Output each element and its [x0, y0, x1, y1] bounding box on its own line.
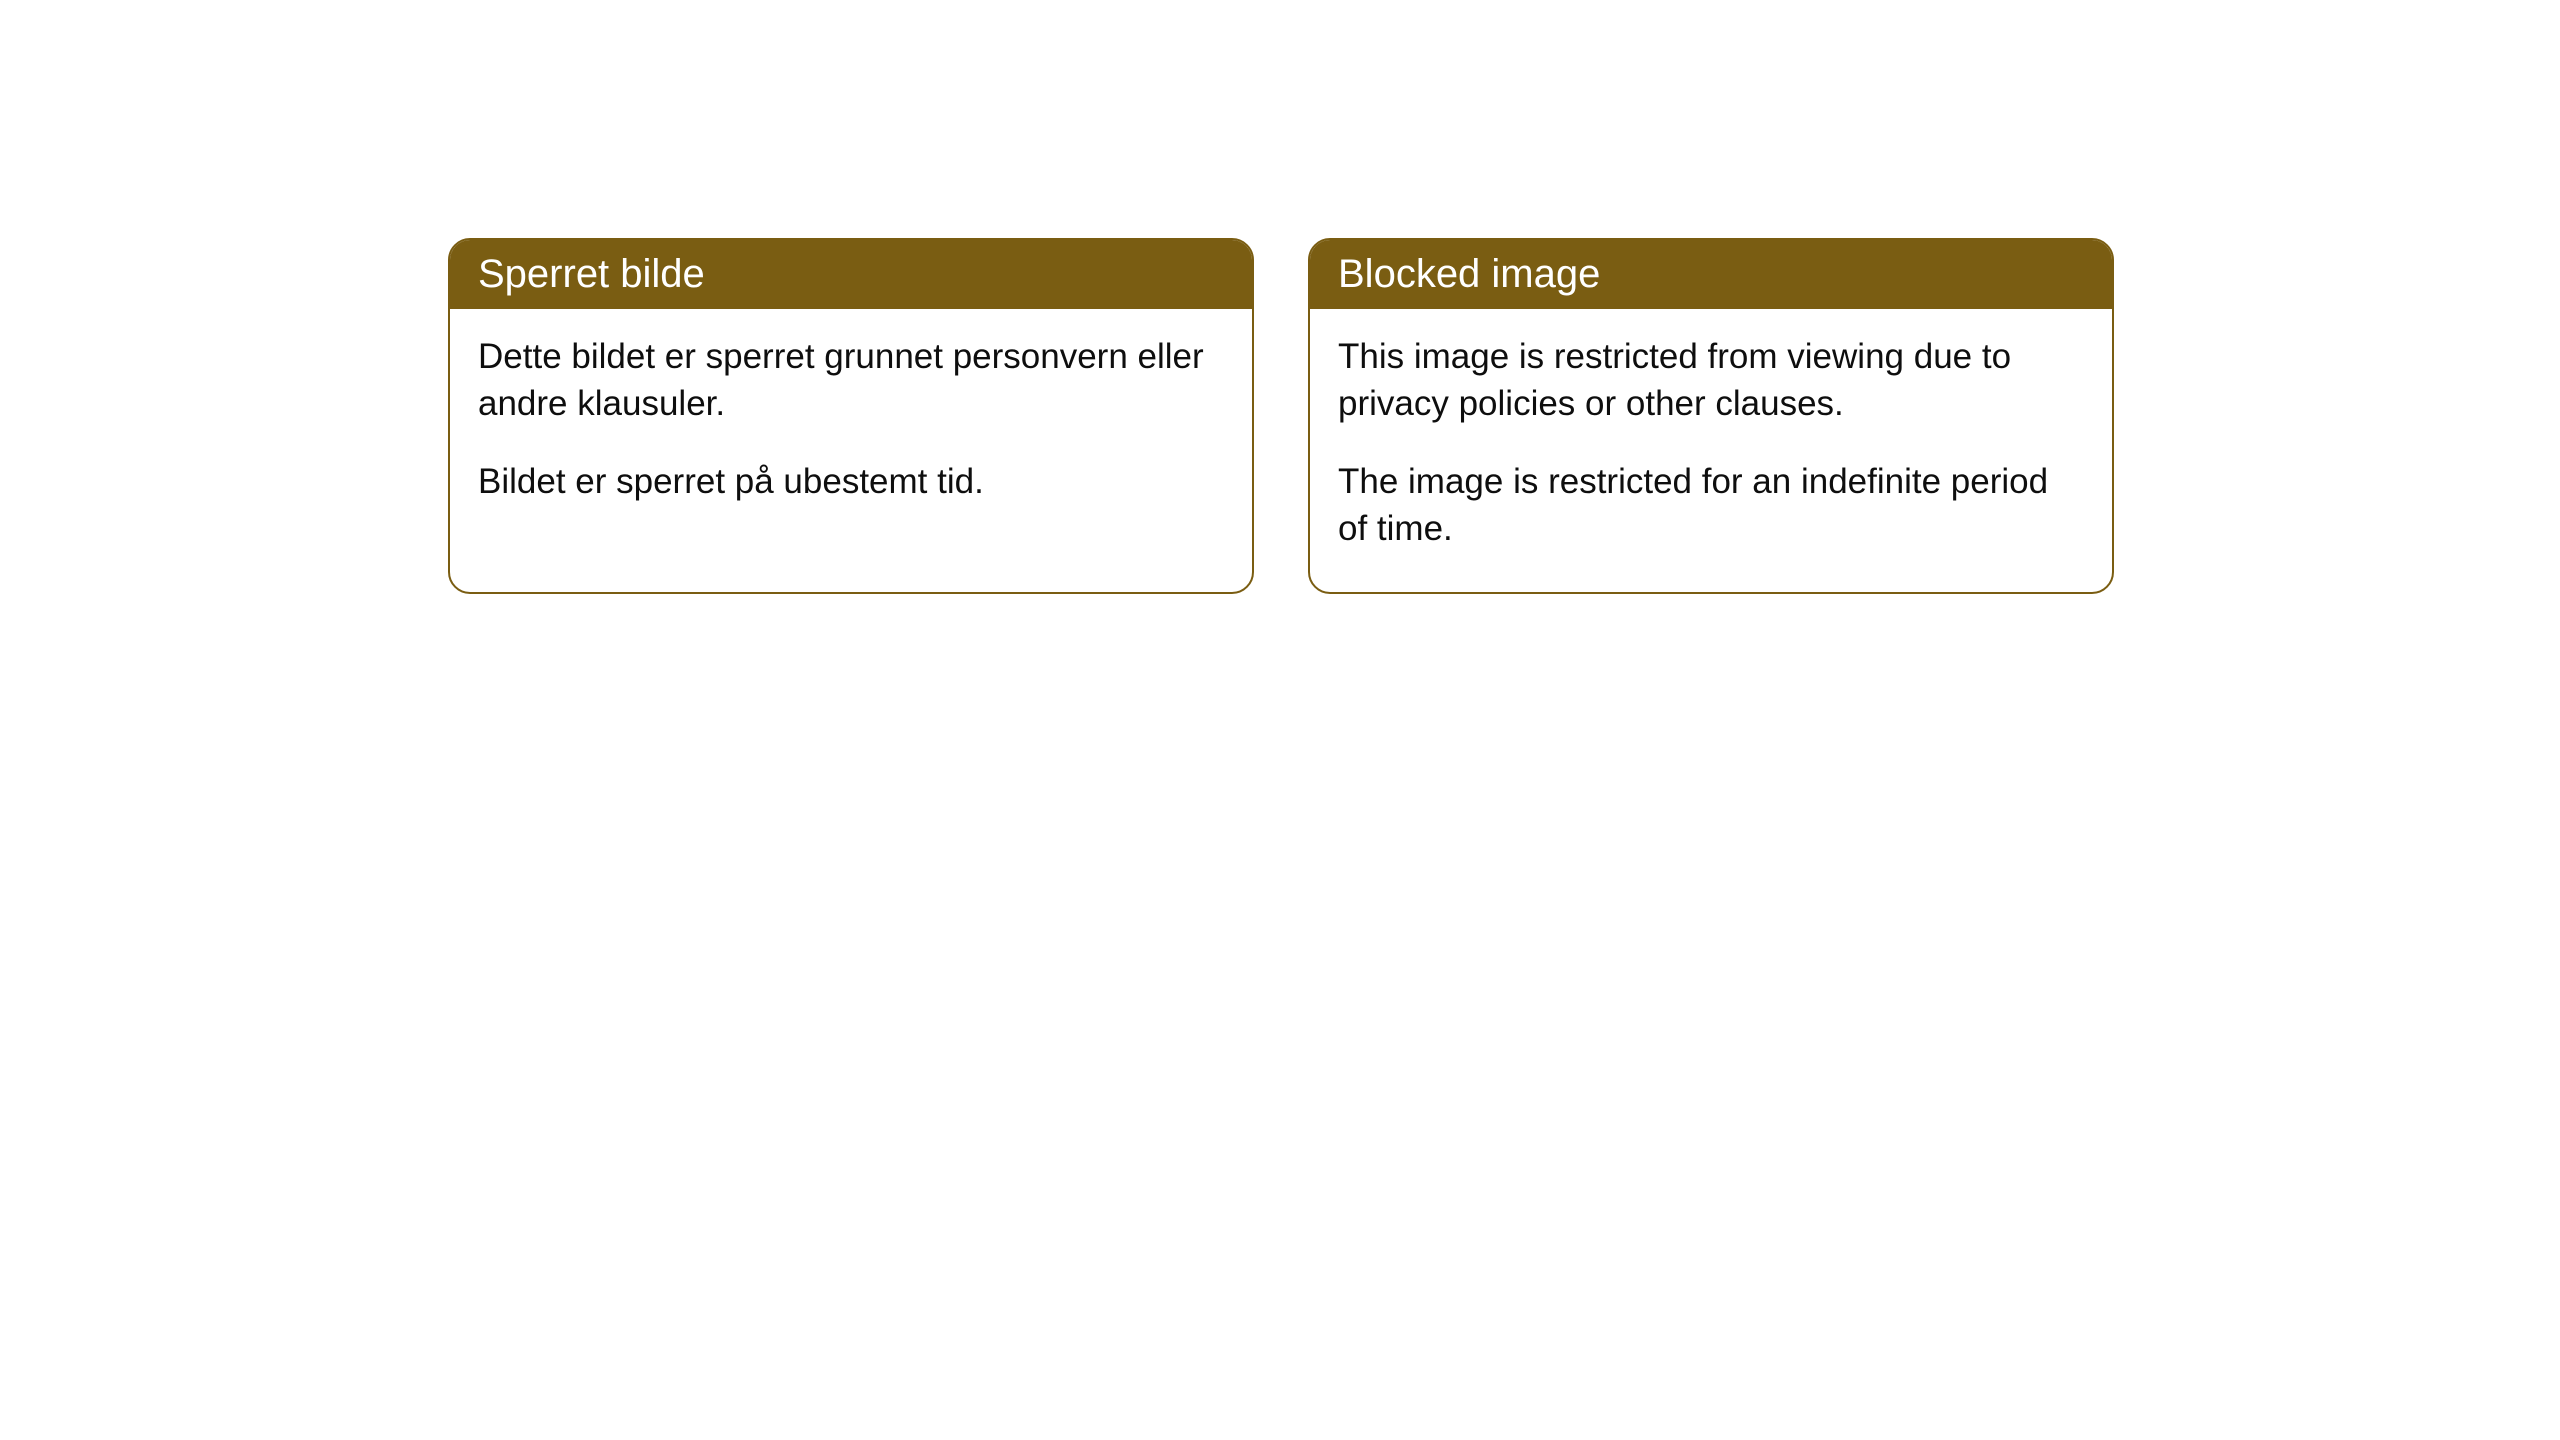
- card-paragraph: The image is restricted for an indefinit…: [1338, 458, 2084, 553]
- card-body: Dette bildet er sperret grunnet personve…: [450, 309, 1252, 545]
- card-header: Blocked image: [1310, 240, 2112, 309]
- notice-card-english: Blocked image This image is restricted f…: [1308, 238, 2114, 594]
- card-header: Sperret bilde: [450, 240, 1252, 309]
- notice-card-norwegian: Sperret bilde Dette bildet er sperret gr…: [448, 238, 1254, 594]
- card-paragraph: Dette bildet er sperret grunnet personve…: [478, 333, 1224, 428]
- card-paragraph: Bildet er sperret på ubestemt tid.: [478, 458, 1224, 505]
- notice-cards-container: Sperret bilde Dette bildet er sperret gr…: [0, 0, 2560, 594]
- card-body: This image is restricted from viewing du…: [1310, 309, 2112, 592]
- card-paragraph: This image is restricted from viewing du…: [1338, 333, 2084, 428]
